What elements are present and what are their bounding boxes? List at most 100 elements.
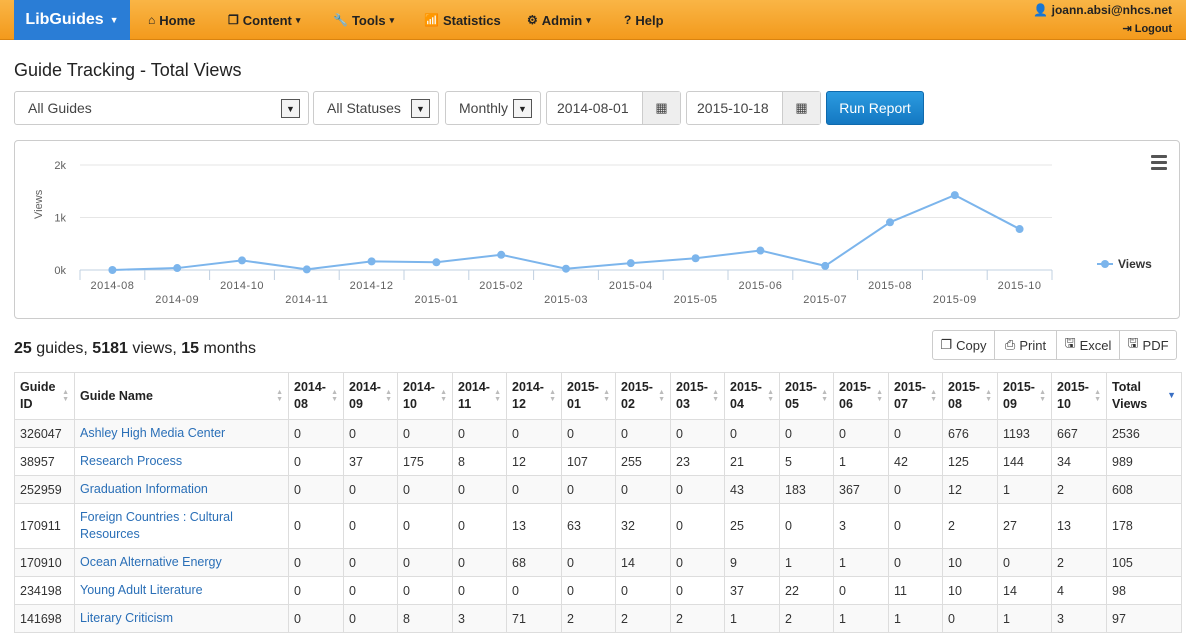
logout-link[interactable]: ⇥ Logout [1033, 20, 1172, 39]
print-icon: ⎙ [1004, 337, 1016, 352]
table-cell: 0 [452, 475, 507, 504]
column-header-label: Guide Name [80, 388, 153, 403]
column-header[interactable]: 2015-10 ▲ ▼ [1051, 372, 1107, 420]
guide-id-cell: 252959 [14, 475, 75, 504]
table-cell: 3 [833, 503, 889, 549]
table-cell: 1193 [997, 419, 1052, 448]
chart-menu-icon[interactable] [1151, 155, 1167, 173]
table-cell: 0 [670, 548, 725, 577]
copy-button[interactable]: ❐ Copy [932, 330, 995, 360]
caret-down-icon: ▾ [389, 14, 395, 25]
nav-statistics[interactable]: 📶 Statistics [424, 0, 501, 40]
column-header[interactable]: Guide ID ▲ ▼ [14, 372, 75, 420]
column-header[interactable]: 2014-11 ▲ ▼ [452, 372, 507, 420]
table-cell: 34 [1051, 447, 1107, 476]
save-icon: 🖫 [1127, 335, 1139, 350]
y-tick-label: 0k [54, 265, 66, 277]
column-header-label: 2014-11 [458, 380, 490, 411]
start-date-field[interactable]: 2014-08-01 ▦ [546, 91, 681, 125]
table-cell: 21 [724, 447, 780, 476]
user-menu[interactable]: 👤 joann.absi@nhcs.net [1033, 1, 1172, 20]
period-select[interactable]: Monthly ▼ [445, 91, 541, 125]
table-row: 170911 Foreign Countries : Cultural Resou… [14, 503, 1182, 549]
column-header[interactable]: 2015-03 ▲ ▼ [670, 372, 725, 420]
table-cell: 0 [288, 475, 344, 504]
guide-name-link[interactable]: Foreign Countries : Cultural Resources [74, 503, 289, 549]
table-cell: 0 [779, 503, 834, 549]
table-cell: 676 [942, 419, 998, 448]
end-date-field[interactable]: 2015-10-18 ▦ [686, 91, 821, 125]
guide-name-link[interactable]: Young Adult Literature [74, 576, 289, 605]
export-button-group: ❐ Copy ⎙ Print 🖫 Excel 🖫 PDF [932, 330, 1177, 360]
chevron-down-icon: ▼ [281, 99, 300, 118]
table-cell: 255 [615, 447, 671, 476]
run-report-button[interactable]: Run Report [826, 91, 924, 125]
column-header[interactable]: 2015-04 ▲ ▼ [724, 372, 780, 420]
column-header[interactable]: 2015-05 ▲ ▼ [779, 372, 834, 420]
excel-button[interactable]: 🖫 Excel [1056, 330, 1120, 360]
x-tick-label: 2015-09 [933, 294, 977, 306]
column-header[interactable]: 2014-10 ▲ ▼ [397, 372, 453, 420]
nav-admin[interactable]: ⚙ Admin ▾ [527, 0, 591, 40]
guide-name-link[interactable]: Ocean Alternative Energy [74, 548, 289, 577]
table-cell: 1 [724, 604, 780, 633]
copy-icon: ❐ [940, 337, 953, 352]
table-cell: 0 [288, 419, 344, 448]
end-date-value[interactable]: 2015-10-18 [697, 100, 769, 116]
sort-icon: ▲ ▼ [440, 389, 447, 403]
guide-name-link[interactable]: Literary Criticism [74, 604, 289, 633]
guide-count: 25 [14, 340, 32, 357]
sort-icon: ▲ ▼ [62, 389, 69, 403]
nav-content[interactable]: ❐ Content ▾ [228, 0, 300, 40]
data-point [367, 257, 376, 266]
nav-tools[interactable]: 🔧 Tools ▾ [333, 0, 394, 40]
sort-icon: ▲ ▼ [549, 389, 556, 403]
sort-icon: ▲ ▼ [603, 389, 610, 403]
column-header[interactable]: 2014-08 ▲ ▼ [288, 372, 344, 420]
table-cell: 0 [506, 576, 562, 605]
table-cell: 11 [888, 576, 943, 605]
data-point [950, 191, 959, 200]
table-cell: 10 [942, 576, 998, 605]
column-header[interactable]: 2015-02 ▲ ▼ [615, 372, 671, 420]
print-button[interactable]: ⎙ Print [994, 330, 1057, 360]
x-tick-label: 2015-10 [998, 280, 1042, 292]
nav-help[interactable]: ? Help [624, 0, 664, 40]
guide-name-link[interactable]: Ashley High Media Center [74, 419, 289, 448]
column-header[interactable]: 2014-09 ▲ ▼ [343, 372, 398, 420]
column-header[interactable]: 2014-12 ▲ ▼ [506, 372, 562, 420]
button-label: Print [1019, 337, 1047, 353]
column-header[interactable]: 2015-08 ▲ ▼ [942, 372, 998, 420]
calendar-icon[interactable]: ▦ [782, 92, 820, 124]
home-icon: ⌂ [148, 13, 156, 27]
column-header[interactable]: 2015-09 ▲ ▼ [997, 372, 1052, 420]
status-select[interactable]: All Statuses ▼ [313, 91, 439, 125]
guide-name-link[interactable]: Research Process [74, 447, 289, 476]
report-summary: 25 guides, 5181 views, 15 months [14, 340, 256, 358]
brand-menu[interactable]: LibGuides ▼ [14, 0, 130, 40]
table-cell: 0 [888, 548, 943, 577]
table-cell: 12 [942, 475, 998, 504]
table-cell: 0 [888, 475, 943, 504]
chevron-down-icon: ▼ [513, 99, 532, 118]
guide-name-link[interactable]: Graduation Information [74, 475, 289, 504]
column-header-label: 2015-07 [894, 380, 926, 411]
table-cell: 63 [561, 503, 616, 549]
pdf-button[interactable]: 🖫 PDF [1119, 330, 1177, 360]
logout-label: Logout [1134, 23, 1172, 35]
column-header[interactable]: Total Views ▼ [1106, 372, 1182, 420]
column-header[interactable]: 2015-01 ▲ ▼ [561, 372, 616, 420]
start-date-value[interactable]: 2014-08-01 [557, 100, 629, 116]
table-cell: 27 [997, 503, 1052, 549]
table-cell: 0 [670, 576, 725, 605]
table-cell: 183 [779, 475, 834, 504]
calendar-icon[interactable]: ▦ [642, 92, 680, 124]
table-cell: 2 [615, 604, 671, 633]
column-header[interactable]: 2015-06 ▲ ▼ [833, 372, 889, 420]
column-header[interactable]: 2015-07 ▲ ▼ [888, 372, 943, 420]
column-header[interactable]: Guide Name ▲ ▼ [74, 372, 289, 420]
table-cell: 8 [452, 447, 507, 476]
guide-views-table: Guide ID ▲ ▼ Guide Name ▲ ▼ 2014-08 ▲ ▼ 2014-09 ▲ ▼… [14, 372, 1182, 633]
nav-home[interactable]: ⌂ Home [148, 0, 195, 40]
guide-select[interactable]: All Guides ▼ [14, 91, 309, 125]
